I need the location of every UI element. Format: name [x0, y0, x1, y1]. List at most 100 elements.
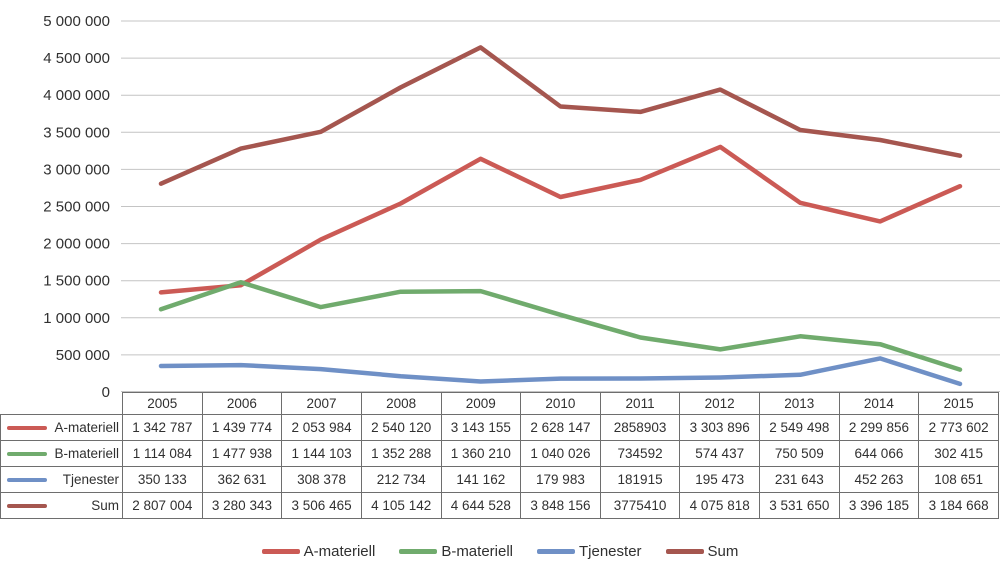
value-cell: 2 053 984 — [281, 414, 362, 441]
value-cell: 1 114 084 — [122, 440, 203, 467]
value-cell: 2 299 856 — [838, 414, 920, 441]
legend-item: B-materiell — [399, 543, 513, 560]
table-row: A-materiell 1 342 787 1 439 774 2 053 984 2 … — [0, 414, 999, 441]
series-label-cell: B-materiell — [0, 440, 123, 467]
series-line-b-materiell — [158, 280, 963, 372]
value-cell: 734592 — [599, 440, 681, 467]
series-line-swatch-icon — [7, 425, 47, 430]
value-cell: 574 437 — [679, 440, 760, 467]
table-year-header-row: 2005 2006 2007 2008 2009 2010 2011 2012 2013 2014… — [1, 392, 999, 415]
y-axis-tick-label: 3 000 000 — [43, 161, 110, 178]
year-header-cell: 2012 — [679, 392, 760, 415]
y-axis-tick-label: 500 000 — [56, 347, 110, 364]
chart-legend: A-materiell B-materiell Tjenester Sum — [0, 543, 1000, 560]
table-row: Tjenester 350 133 362 631 308 378 212 734 141… — [0, 466, 999, 493]
series-label: B-materiell — [54, 446, 119, 461]
legend-label: B-materiell — [441, 543, 513, 560]
value-cell: 179 983 — [520, 466, 601, 493]
series-line-sum — [158, 45, 963, 186]
value-cell: 3 143 155 — [440, 414, 522, 441]
value-cell: 212 734 — [360, 466, 442, 493]
legend-item: Tjenester — [537, 543, 642, 560]
legend-line-swatch-icon — [665, 549, 704, 554]
value-cell: 3 506 465 — [281, 492, 362, 519]
series-line-swatch-icon — [7, 451, 47, 456]
year-header-cell: 2010 — [520, 392, 601, 415]
y-axis-tick-label: 2 000 000 — [43, 236, 110, 253]
value-cell: 2 807 004 — [122, 492, 203, 519]
series-line-swatch-icon — [7, 477, 47, 482]
legend-line-swatch-icon — [399, 549, 438, 554]
value-cell: 1 352 288 — [360, 440, 442, 467]
value-cell: 2 549 498 — [759, 414, 840, 441]
value-cell: 750 509 — [759, 440, 840, 467]
y-axis-tick-label: 1 000 000 — [43, 310, 110, 327]
value-cell: 141 162 — [440, 466, 522, 493]
value-cell: 4 644 528 — [440, 492, 522, 519]
value-cell: 3 531 650 — [759, 492, 840, 519]
legend-label: A-materiell — [303, 543, 376, 560]
value-cell: 1 439 774 — [201, 414, 283, 441]
year-header-cell: 2015 — [918, 392, 999, 415]
table-row: Sum 2 807 004 3 280 343 3 506 465 4 105 142 4… — [0, 492, 999, 519]
value-cell: 644 066 — [838, 440, 920, 467]
series-label-cell: A-materiell — [0, 414, 123, 441]
value-cell: 2 628 147 — [520, 414, 601, 441]
series-label-cell: Sum — [0, 492, 123, 519]
year-header-cell: 2007 — [281, 392, 362, 415]
y-axis-tick-label: 2 500 000 — [43, 199, 110, 216]
value-cell: 1 040 026 — [520, 440, 601, 467]
value-cell: 1 360 210 — [440, 440, 522, 467]
year-header-cell: 2014 — [838, 392, 920, 415]
series-line-a-materiell — [158, 144, 963, 295]
value-cell: 2 773 602 — [918, 414, 999, 441]
value-cell: 1 477 938 — [201, 440, 283, 467]
value-cell: 4 105 142 — [360, 492, 442, 519]
year-header-cell: 2008 — [360, 392, 442, 415]
y-axis-tick-label: 0 — [102, 384, 110, 401]
line-chart: 5 000 000 4 500 000 4 000 000 3 500 000 3 00… — [43, 13, 1000, 401]
y-axis-tick-label: 1 500 000 — [43, 273, 110, 290]
year-header-cell: 2009 — [440, 392, 522, 415]
value-cell: 302 415 — [918, 440, 999, 467]
plot-area: 5 000 000 4 500 000 4 000 000 3 500 000 3 00… — [43, 13, 1000, 401]
y-axis-tick-label: 4 500 000 — [43, 50, 110, 67]
legend-line-swatch-icon — [261, 549, 300, 554]
legend-line-swatch-icon — [537, 549, 575, 554]
series-label: A-materiell — [54, 420, 119, 435]
legend-item: Sum — [665, 543, 738, 560]
y-axis-tick-label: 4 000 000 — [43, 87, 110, 104]
value-cell: 181915 — [599, 466, 681, 493]
legend-item: A-materiell — [261, 543, 376, 560]
value-cell: 3 280 343 — [201, 492, 283, 519]
legend-label: Tjenester — [579, 543, 642, 560]
value-cell: 3 303 896 — [679, 414, 760, 441]
year-header-cell: 2006 — [201, 392, 283, 415]
y-axis-tick-label: 3 500 000 — [43, 124, 110, 141]
value-cell: 3775410 — [599, 492, 681, 519]
year-header-cell: 2013 — [759, 392, 840, 415]
value-cell: 4 075 818 — [679, 492, 760, 519]
series-label: Tjenester — [62, 472, 119, 487]
series-line-swatch-icon — [7, 503, 47, 508]
value-cell: 2858903 — [599, 414, 681, 441]
value-cell: 452 263 — [838, 466, 920, 493]
y-axis-tick-label: 5 000 000 — [43, 13, 110, 30]
value-cell: 362 631 — [201, 466, 283, 493]
year-header-cell: 2011 — [599, 392, 681, 415]
value-cell: 308 378 — [281, 466, 362, 493]
value-cell: 350 133 — [122, 466, 203, 493]
value-cell: 3 396 185 — [838, 492, 920, 519]
chart-data-table: 2005 2006 2007 2008 2009 2010 2011 2012 2013 2014… — [0, 392, 999, 519]
year-header-cell: 2005 — [122, 392, 203, 415]
series-label: Sum — [91, 498, 119, 513]
value-cell: 231 643 — [759, 466, 840, 493]
value-cell: 195 473 — [679, 466, 760, 493]
value-cell: 2 540 120 — [360, 414, 442, 441]
value-cell: 1 342 787 — [122, 414, 203, 441]
series-line-tjenester — [158, 356, 963, 387]
table-corner-blank — [1, 393, 123, 415]
value-cell: 3 184 668 — [918, 492, 999, 519]
value-cell: 108 651 — [918, 466, 999, 493]
